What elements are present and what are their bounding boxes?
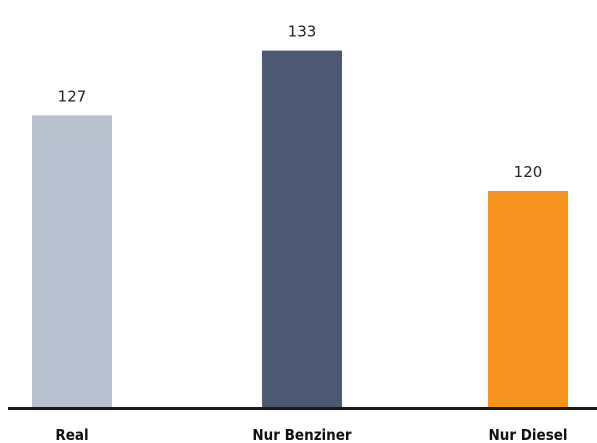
category-label: Nur Benziner	[252, 426, 352, 443]
category-label: Nur Diesel	[488, 426, 567, 443]
bar-real	[32, 115, 112, 408]
value-labels-layer: 127 133 120	[58, 23, 543, 181]
category-labels-layer: Real Nur Benziner Nur Diesel	[55, 426, 567, 443]
category-label: Real	[55, 426, 88, 443]
value-label: 120	[514, 163, 543, 181]
bars-layer	[32, 50, 568, 408]
value-label: 133	[288, 23, 317, 41]
value-label: 127	[58, 87, 87, 105]
bar-nur-diesel	[488, 191, 568, 407]
bar-nur-benziner	[262, 50, 342, 407]
